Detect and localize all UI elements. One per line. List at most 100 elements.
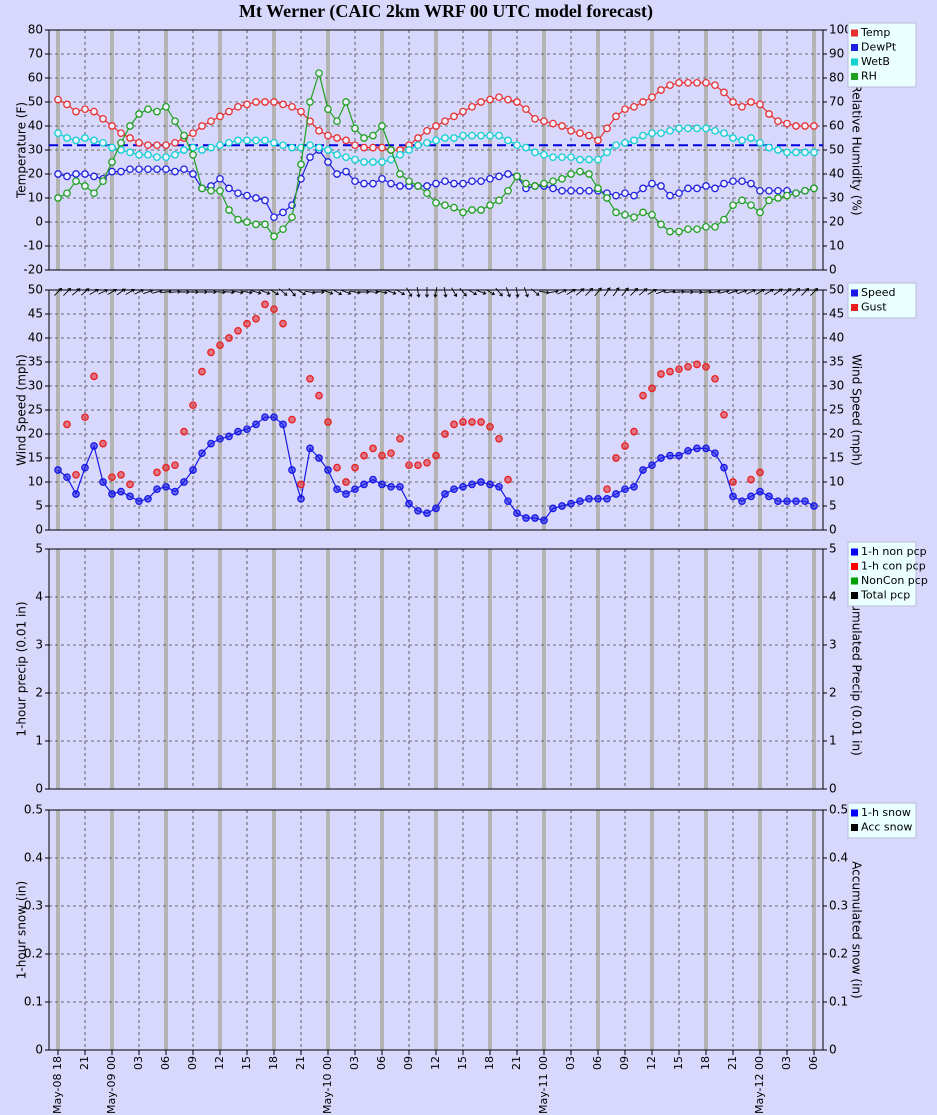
x-tick-label: 03 bbox=[780, 1056, 793, 1070]
wind-arrow bbox=[476, 289, 487, 295]
data-point bbox=[558, 174, 566, 183]
data-point bbox=[576, 129, 584, 138]
data-point bbox=[279, 100, 287, 109]
wind-arrow bbox=[656, 289, 667, 295]
data-point bbox=[549, 504, 557, 513]
y2-tick-label: 60 bbox=[829, 119, 844, 133]
wind-arrow bbox=[515, 286, 520, 298]
data-point bbox=[468, 480, 476, 489]
data-point bbox=[765, 492, 773, 501]
data-point bbox=[198, 122, 206, 130]
x-tick-label: May-10 00 bbox=[321, 1056, 334, 1114]
wind-arrow bbox=[755, 288, 766, 295]
data-point bbox=[144, 165, 152, 174]
data-point bbox=[342, 167, 350, 176]
y-tick-label: 45 bbox=[28, 307, 43, 321]
wind-arrow bbox=[376, 290, 388, 295]
data-point bbox=[567, 126, 575, 135]
legend-swatch bbox=[851, 563, 858, 570]
y-tick-label: -10 bbox=[23, 239, 43, 253]
data-point bbox=[432, 179, 440, 188]
y2-tick-label: 10 bbox=[829, 239, 844, 253]
y-tick-label: 40 bbox=[28, 331, 43, 345]
legend-label: 1-h snow bbox=[861, 806, 911, 819]
data-point bbox=[738, 497, 746, 506]
data-point bbox=[198, 367, 206, 376]
data-point bbox=[441, 430, 449, 438]
data-point bbox=[603, 148, 611, 157]
y-tick-label: 0 bbox=[35, 782, 43, 796]
data-point bbox=[630, 213, 638, 222]
data-point bbox=[441, 134, 449, 142]
data-point bbox=[315, 69, 323, 78]
wind-arrow bbox=[485, 289, 496, 296]
wind-arrow bbox=[467, 289, 478, 296]
wind-arrow bbox=[63, 287, 72, 296]
y-tick-label: 60 bbox=[28, 71, 43, 85]
x-tick-label: May-09 00 bbox=[105, 1056, 118, 1114]
data-point bbox=[693, 444, 701, 453]
data-point bbox=[297, 480, 305, 489]
data-point bbox=[450, 420, 458, 429]
data-point bbox=[72, 170, 80, 178]
data-point bbox=[207, 117, 215, 126]
plot-frame bbox=[48, 29, 824, 271]
data-point bbox=[810, 148, 818, 157]
data-point bbox=[270, 98, 278, 106]
data-point bbox=[261, 98, 269, 106]
y-tick-label: 30 bbox=[28, 143, 43, 157]
wind-arrow bbox=[416, 286, 421, 298]
data-point bbox=[243, 191, 251, 200]
data-point bbox=[657, 370, 665, 378]
data-point bbox=[369, 158, 377, 166]
y2-tick-label: 20 bbox=[829, 427, 844, 441]
data-point bbox=[729, 134, 737, 142]
data-point bbox=[774, 186, 782, 195]
data-point bbox=[198, 184, 206, 193]
wind-arrow bbox=[612, 287, 620, 297]
data-point bbox=[144, 105, 152, 114]
data-point bbox=[504, 186, 512, 195]
data-point bbox=[783, 148, 791, 157]
y2-tick-label: 1 bbox=[829, 734, 837, 748]
data-point bbox=[135, 150, 143, 159]
data-point bbox=[729, 201, 737, 210]
y2-axis-label: Accumulated Precip (0.01 in) bbox=[850, 582, 864, 756]
data-point bbox=[801, 148, 809, 157]
data-point bbox=[594, 494, 602, 503]
data-point bbox=[180, 146, 188, 154]
data-point bbox=[693, 78, 701, 87]
data-point bbox=[207, 143, 215, 152]
data-point bbox=[162, 141, 170, 150]
x-tick-label: 06 bbox=[375, 1056, 388, 1070]
data-point bbox=[666, 367, 674, 376]
data-point bbox=[261, 220, 269, 229]
data-point bbox=[333, 485, 341, 494]
data-point bbox=[378, 143, 386, 152]
data-point bbox=[54, 170, 62, 178]
data-point bbox=[549, 119, 557, 128]
data-point bbox=[81, 170, 89, 178]
data-point bbox=[648, 210, 656, 219]
y2-tick-label: 0.2 bbox=[829, 947, 848, 961]
data-point bbox=[612, 490, 620, 498]
data-point bbox=[117, 129, 125, 138]
chart-title: Mt Werner (CAIC 2km WRF 00 UTC model for… bbox=[239, 1, 653, 22]
data-point bbox=[243, 100, 251, 109]
data-point bbox=[486, 480, 494, 489]
data-point bbox=[783, 119, 791, 128]
data-point bbox=[189, 150, 197, 159]
data-point bbox=[594, 155, 602, 164]
data-point bbox=[720, 88, 728, 97]
data-point bbox=[468, 177, 476, 186]
wind-arrow bbox=[700, 289, 712, 294]
data-point bbox=[612, 191, 620, 200]
data-point bbox=[639, 208, 647, 217]
wind-arrow bbox=[386, 289, 397, 295]
data-point bbox=[306, 153, 314, 162]
data-point bbox=[306, 374, 314, 383]
wind-arrow bbox=[746, 288, 757, 295]
y2-tick-label: 70 bbox=[829, 95, 844, 109]
wind-arrow bbox=[107, 288, 118, 295]
data-point bbox=[153, 165, 161, 174]
